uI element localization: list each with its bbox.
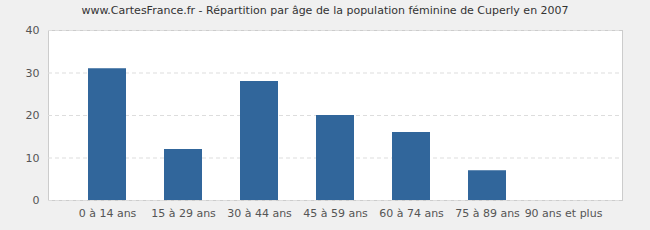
svg-text:90 ans et plus: 90 ans et plus (525, 207, 603, 220)
svg-text:30: 30 (26, 67, 40, 80)
html-text:www.CartesFrance.fr - Répartit: www.CartesFrance.fr - Répartition par âg… (81, 4, 569, 17)
svg-text:30 à 44 ans: 30 à 44 ans (227, 207, 292, 220)
svg-text:60 à 74 ans: 60 à 74 ans (379, 207, 444, 220)
svg-text:10: 10 (26, 152, 40, 165)
svg-text:0: 0 (33, 194, 40, 207)
svg-text:40: 40 (26, 24, 40, 37)
svg-text:45 à 59 ans: 45 à 59 ans (303, 207, 368, 220)
svg-text:15 à 29 ans: 15 à 29 ans (151, 207, 216, 220)
svg-text:75 à 89 ans: 75 à 89 ans (455, 207, 520, 220)
svg-text:0 à 14 ans: 0 à 14 ans (79, 207, 137, 220)
svg-text:20: 20 (26, 109, 40, 122)
